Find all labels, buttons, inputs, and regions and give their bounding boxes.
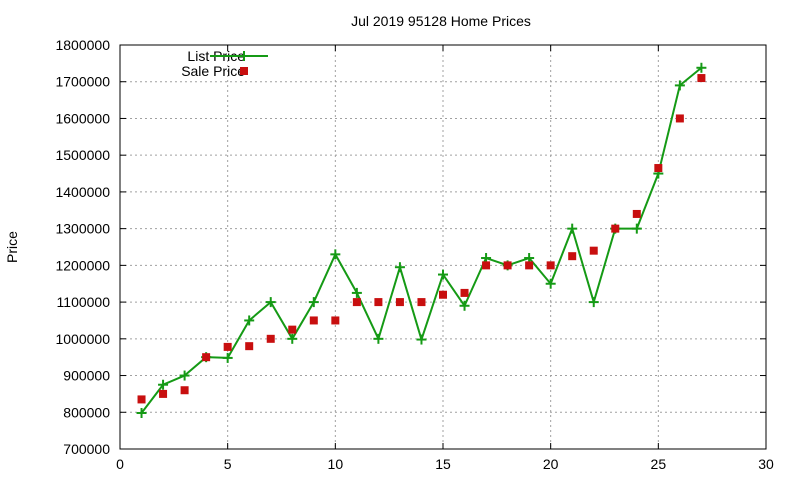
y-tick-label: 1000000: [55, 331, 110, 347]
list-price-point: [330, 249, 341, 260]
list-price-point: [674, 80, 685, 91]
sale-price-point: [137, 395, 146, 404]
sale-price-point: [266, 334, 275, 343]
list-price-point: [179, 370, 190, 381]
x-tick-label: 10: [328, 456, 344, 472]
legend-marker-sale-price: [240, 67, 248, 75]
sale-price-point: [611, 224, 620, 233]
legend: List Price Sale Price: [181, 48, 268, 79]
y-tick-label: 1700000: [55, 74, 110, 90]
sale-price-point: [632, 209, 641, 218]
sale-price-point: [202, 353, 211, 362]
y-tick-label: 1400000: [55, 184, 110, 200]
list-price-point: [524, 253, 535, 264]
list-price-point: [351, 287, 362, 298]
sale-price-point: [589, 246, 598, 255]
sale-price-point: [288, 325, 297, 334]
sale-price-point: [460, 288, 469, 297]
sale-price-point: [503, 261, 512, 270]
sale-price-point: [223, 342, 232, 351]
sale-price-point: [395, 298, 404, 307]
list-price-point: [481, 253, 492, 264]
list-price-point: [244, 315, 255, 326]
list-price-point: [287, 333, 298, 344]
list-price-point: [373, 333, 384, 344]
y-tick-label: 1100000: [57, 294, 111, 310]
sale-price-point: [374, 298, 383, 307]
x-tick-label: 15: [435, 456, 451, 472]
sale-price-point: [180, 386, 189, 395]
sale-price-point: [546, 261, 555, 270]
list-price-point: [459, 300, 470, 311]
x-tick-label: 20: [543, 456, 559, 472]
sale-price-point: [439, 290, 447, 299]
y-tick-label: 1500000: [55, 147, 110, 163]
sale-price-point: [159, 389, 168, 398]
list-price-point: [588, 297, 599, 308]
list-price-point: [416, 334, 427, 345]
series-line-list-price: [140, 66, 703, 414]
sale-price-point: [525, 261, 534, 270]
plot-border: [119, 44, 767, 450]
sale-price-point: [309, 316, 318, 325]
sale-price-point: [675, 114, 684, 123]
y-tick-label: 800000: [63, 404, 110, 420]
sale-price-point: [697, 74, 706, 83]
legend-marker-list-price: [239, 51, 249, 61]
x-tick-label: 25: [651, 456, 667, 472]
x-tick-label: 30: [758, 456, 774, 472]
list-price-point: [394, 262, 405, 273]
series-layer: [136, 62, 707, 419]
y-tick-label: 1200000: [55, 257, 110, 273]
y-tick-label: 700000: [63, 441, 110, 457]
list-price-point: [567, 223, 578, 234]
sale-price-point: [482, 261, 491, 270]
sale-price-point: [568, 252, 577, 261]
list-price-point: [265, 297, 276, 308]
y-tick-label: 1800000: [55, 37, 110, 53]
axes: 0 5 10 15 20 25 30 700000 800000 900000 1000000 110…: [55, 37, 774, 472]
chart-title: Jul 2019 95128 Home Prices: [351, 13, 531, 29]
grid: [120, 45, 766, 449]
list-price-point: [696, 62, 707, 73]
x-tick-label: 5: [224, 456, 232, 472]
y-tick-label: 900000: [63, 368, 110, 384]
list-price-point: [438, 269, 448, 280]
y-axis-label: Price: [4, 231, 20, 263]
sale-price-point: [352, 298, 361, 307]
y-tick-label: 1600000: [55, 110, 110, 126]
list-price-point: [545, 278, 556, 289]
legend-label-sale-price: Sale Price: [181, 63, 245, 79]
sale-price-point: [331, 316, 340, 325]
list-price-point: [158, 379, 169, 390]
list-price-point: [631, 223, 642, 234]
y-tick-label: 1300000: [55, 221, 110, 237]
sale-price-point: [654, 164, 663, 173]
list-price-point: [222, 352, 233, 363]
x-tick-label: 0: [116, 456, 124, 472]
sale-price-point: [245, 342, 254, 351]
list-price-point: [136, 408, 147, 419]
list-price-point: [308, 297, 319, 308]
sale-price-point: [417, 298, 426, 307]
